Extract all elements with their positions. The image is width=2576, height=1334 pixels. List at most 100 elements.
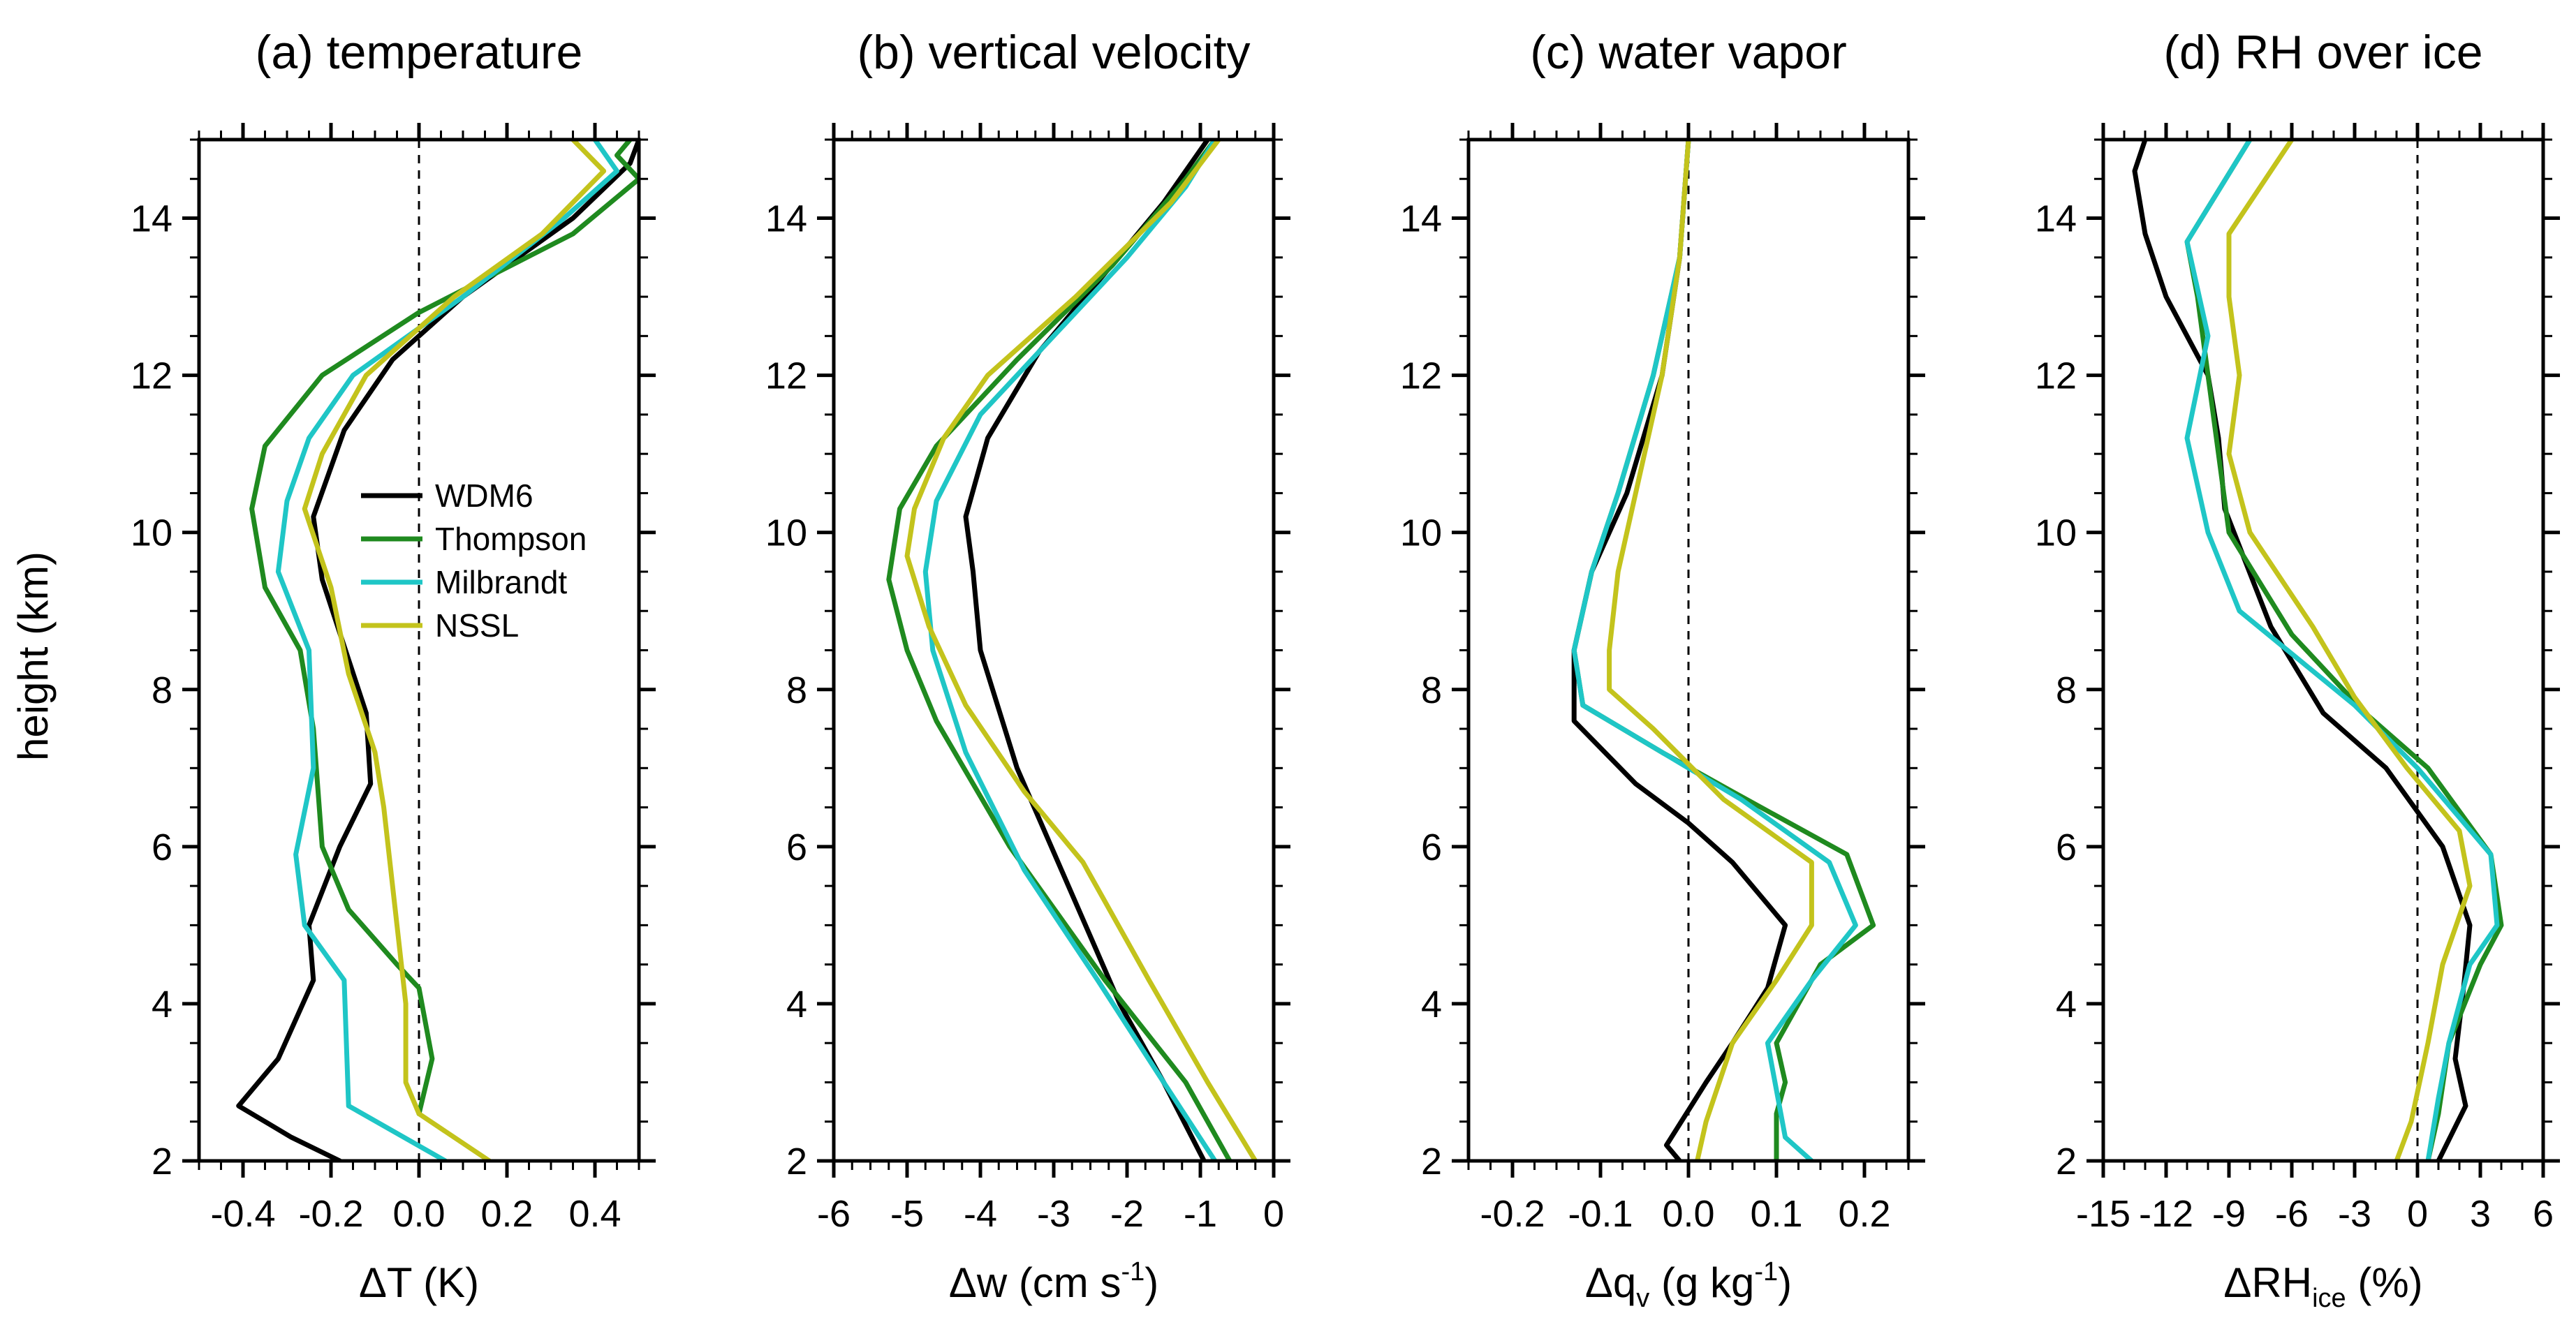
x-axis-label-suffix: (%) <box>2346 1259 2423 1306</box>
series-line-nssl <box>2226 140 2473 1161</box>
legend-label-thompson: Thompson <box>435 521 587 557</box>
series-line-wdm6 <box>1571 140 1788 1161</box>
y-tick-label: 14 <box>131 198 172 240</box>
plot-frame <box>832 138 1276 1163</box>
x-tick-label: 3 <box>2470 1193 2491 1235</box>
panel-title: (d) RH over ice <box>2163 26 2482 79</box>
series-line-nssl <box>904 140 1258 1161</box>
panel-rh-over-ice: (d) RH over ice -15 -12 -9 -6 -3 0 3 6 24681012… <box>2035 26 2560 1313</box>
y-tick-label: 4 <box>152 984 172 1025</box>
y-tick-label: 8 <box>1421 669 1442 711</box>
y-tick-label: 12 <box>765 355 807 397</box>
y-axis: 2 4 6 8 10 12 14 <box>765 138 1290 1183</box>
legend-label-milbrandt: Milbrandt <box>435 564 567 600</box>
y-tick-label: 2 <box>2056 1141 2077 1183</box>
x-tick-label: -5 <box>890 1193 924 1235</box>
y-tick-label: 6 <box>2056 827 2077 868</box>
x-tick-label: 0.0 <box>392 1193 445 1235</box>
plot-frame <box>2101 138 2545 1163</box>
x-axis-label-superscript: -1 <box>1754 1257 1778 1287</box>
panel-title: (a) temperature <box>256 26 583 79</box>
x-axis-label-subscript: ice <box>2312 1284 2346 1313</box>
x-tick-label: -3 <box>1037 1193 1070 1235</box>
x-axis-label-main: Δq <box>1585 1259 1636 1306</box>
y-tick-label: 14 <box>1400 198 1442 240</box>
x-tick-label: -15 <box>2076 1193 2130 1235</box>
y-tick-label: 12 <box>1400 355 1442 397</box>
legend: WDM6 Thompson Milbrandt NSSL <box>361 477 587 644</box>
legend-label-nssl: NSSL <box>435 607 519 644</box>
y-tick-label: 8 <box>2056 669 2077 711</box>
plot-area <box>832 138 1276 1163</box>
series-line-milbrandt <box>2184 140 2500 1161</box>
series-line-wdm6 <box>2132 140 2473 1161</box>
series-line-nssl <box>1607 140 1814 1161</box>
x-tick-label: -2 <box>1110 1193 1144 1235</box>
x-tick-label: 0.1 <box>1750 1193 1802 1235</box>
series-line-thompson <box>2184 140 2504 1161</box>
y-tick-label: 8 <box>786 669 807 711</box>
x-axis-label: ΔT (K) <box>359 1259 479 1306</box>
x-tick-label: -6 <box>817 1193 851 1235</box>
y-tick-label: 10 <box>131 512 172 554</box>
panel-title: (c) water vapor <box>1530 26 1846 79</box>
x-tick-label: -3 <box>2338 1193 2371 1235</box>
y-tick-label: 4 <box>2056 984 2077 1025</box>
x-tick-label: -9 <box>2212 1193 2246 1235</box>
x-tick-label: 0.2 <box>480 1193 533 1235</box>
series-line-thompson <box>886 140 1232 1161</box>
x-axis-label-main: Δw (cm s <box>949 1259 1121 1306</box>
y-tick-label: 6 <box>1421 827 1442 868</box>
y-tick-label: 8 <box>152 669 172 711</box>
x-axis: -6 -5 -4 -3 -2 -1 0 <box>817 123 1284 1235</box>
plot-area <box>1466 138 1911 1163</box>
x-tick-label: 0.0 <box>1662 1193 1714 1235</box>
x-tick-label: -0.4 <box>210 1193 275 1235</box>
y-tick-label: 14 <box>765 198 807 240</box>
x-tick-label: 6 <box>2533 1193 2554 1235</box>
y-tick-label: 2 <box>786 1141 807 1183</box>
x-tick-label: 0 <box>2407 1193 2428 1235</box>
y-tick-label: 6 <box>786 827 807 868</box>
y-tick-label: 10 <box>765 512 807 554</box>
panel-water-vapor: (c) water vapor -0.2 -0.1 0.0 0.1 0.2 2 4 6 8 10… <box>1400 26 1925 1313</box>
y-tick-label: 14 <box>2035 198 2077 240</box>
panel-temperature: (a) temperature -0.4 -0.2 0.0 0.2 0.4 2 4 6 8 10… <box>131 26 656 1306</box>
x-axis-label-end: ) <box>1778 1259 1792 1306</box>
y-tick-label: 10 <box>1400 512 1442 554</box>
x-axis-label-subscript: v <box>1636 1284 1649 1313</box>
x-tick-label: 0.2 <box>1838 1193 1890 1235</box>
x-axis: -0.2 -0.1 0.0 0.1 0.2 <box>1467 123 1910 1235</box>
x-tick-label: 0.4 <box>568 1193 621 1235</box>
y-tick-label: 2 <box>1421 1141 1442 1183</box>
y-tick-label: 4 <box>1421 984 1442 1025</box>
panel-title: (b) vertical velocity <box>857 26 1250 79</box>
legend-label-wdm6: WDM6 <box>435 477 533 514</box>
y-tick-label: 2 <box>152 1141 172 1183</box>
x-tick-label: -0.1 <box>1568 1193 1633 1235</box>
x-tick-label: -12 <box>2139 1193 2193 1235</box>
x-axis: -15 -12 -9 -6 -3 0 3 6 <box>2076 123 2554 1235</box>
series-line-milbrandt <box>922 140 1218 1161</box>
x-tick-label: -1 <box>1184 1193 1217 1235</box>
y-tick-label: 4 <box>786 984 807 1025</box>
x-tick-label: 0 <box>1263 1193 1284 1235</box>
y-tick-label: 10 <box>2035 512 2077 554</box>
y-axis: 2 4 6 8 10 12 14 <box>1400 138 1925 1183</box>
series-line-milbrandt <box>1571 140 1858 1161</box>
series-line-thompson <box>1571 140 1876 1161</box>
x-axis-label: ΔRHice (%) <box>2223 1259 2422 1313</box>
x-tick-label: -0.2 <box>1480 1193 1545 1235</box>
x-axis-label-main: ΔT (K) <box>359 1259 479 1306</box>
x-axis-label-suffix: ) <box>1145 1259 1158 1306</box>
y-axis: 2 4 6 8 10 12 14 <box>2035 138 2560 1183</box>
plot-area <box>197 138 641 1163</box>
plot-area <box>2101 138 2545 1163</box>
x-axis-label: Δw (cm s-1) <box>949 1257 1159 1306</box>
x-axis: -0.4 -0.2 0.0 0.2 0.4 <box>198 123 640 1235</box>
x-tick-label: -4 <box>964 1193 997 1235</box>
x-axis-label-superscript: -1 <box>1121 1257 1145 1287</box>
series-line-milbrandt <box>275 140 619 1161</box>
x-axis-label-main: ΔRH <box>2223 1259 2312 1306</box>
